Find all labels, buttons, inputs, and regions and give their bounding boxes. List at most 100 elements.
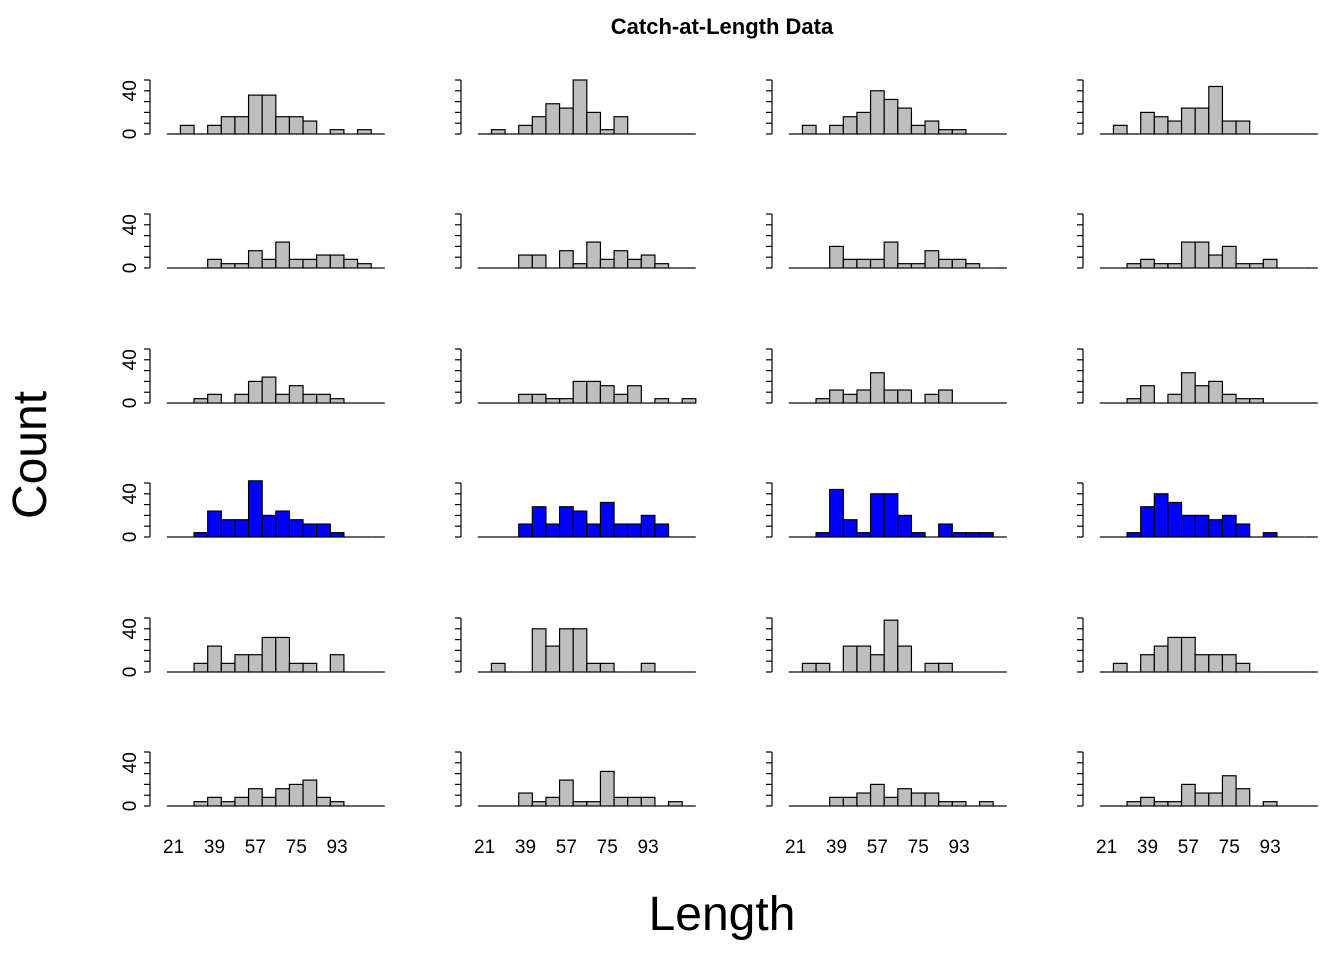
bar (654, 263, 670, 269)
bar (924, 792, 940, 807)
bar (640, 796, 656, 807)
bar (234, 263, 250, 269)
bar (1167, 120, 1183, 135)
bar (220, 801, 236, 807)
bar (1180, 514, 1196, 538)
x-tick-label: 75 (286, 837, 307, 858)
bar (951, 532, 967, 538)
bar (329, 801, 345, 807)
x-tick-label: 75 (1219, 837, 1240, 858)
bar (518, 792, 533, 807)
panel-r4-c2 (455, 482, 696, 538)
bar (869, 90, 885, 135)
bar (1140, 506, 1155, 538)
bar (316, 796, 331, 807)
bar (545, 523, 561, 538)
x-tick-label: 21 (163, 837, 184, 858)
bar (1235, 523, 1251, 538)
panel-r2-c3 (766, 213, 1007, 269)
bar (572, 79, 588, 135)
x-tick-label: 93 (638, 837, 659, 858)
bar (302, 662, 318, 673)
bar (518, 393, 533, 404)
bar (910, 124, 926, 135)
bar (316, 393, 331, 404)
bar (329, 254, 345, 269)
bar (897, 389, 913, 404)
bar (329, 532, 345, 538)
bar (640, 662, 656, 673)
bar (897, 107, 913, 135)
bar (586, 111, 602, 135)
bar (1153, 645, 1169, 673)
panel-r2-c2 (455, 213, 696, 269)
bar (1126, 263, 1142, 269)
x-tick-label: 21 (1096, 837, 1117, 858)
bar (1194, 241, 1210, 269)
x-tick-label: 93 (327, 837, 348, 858)
bar (1140, 111, 1155, 135)
bar (247, 380, 263, 404)
x-tick-label: 93 (1260, 837, 1281, 858)
bar (1208, 85, 1224, 135)
bar (869, 493, 885, 538)
bar (1167, 501, 1183, 538)
bar (545, 103, 561, 135)
bar (1180, 372, 1196, 404)
bar (247, 788, 263, 807)
bar (261, 376, 277, 404)
panel-r4-c4 (1077, 482, 1318, 538)
x-tick-label: 57 (1178, 837, 1199, 858)
bar (193, 532, 209, 538)
panel-r6-c4: 21 39 57 75 93 (1077, 751, 1318, 858)
bar (897, 514, 913, 538)
x-tick-label: 75 (597, 837, 618, 858)
bar (627, 523, 642, 538)
bar (842, 116, 858, 135)
bar (1208, 519, 1224, 538)
bar (599, 385, 615, 404)
bar (667, 801, 683, 807)
bar (261, 636, 277, 673)
bar (247, 250, 263, 269)
bar (842, 258, 858, 269)
bar (640, 254, 656, 269)
bar (1221, 775, 1237, 807)
bar (938, 801, 953, 807)
bar (681, 398, 697, 404)
bar (1167, 636, 1183, 673)
bar (545, 645, 561, 673)
bar (261, 258, 277, 269)
bar (869, 654, 885, 673)
bar (207, 645, 222, 673)
bar (586, 801, 602, 807)
bar (869, 783, 885, 807)
bar (965, 263, 981, 269)
y-tick-label: 40 (120, 214, 141, 235)
bar (275, 393, 291, 404)
bar (275, 241, 291, 269)
bar (829, 245, 844, 269)
bar (1221, 654, 1237, 673)
bar (490, 662, 506, 673)
bar (599, 258, 615, 269)
y-tick-label: 0 (120, 263, 141, 274)
bar (261, 514, 277, 538)
panel-r6-c2: 21 39 57 75 93 (455, 751, 696, 858)
bar (829, 796, 844, 807)
bar (1126, 398, 1142, 404)
bar (558, 779, 574, 807)
bar (1112, 662, 1128, 673)
bar (938, 662, 953, 673)
panel-r6-c3: 21 39 57 75 93 (766, 751, 1007, 858)
bar (1180, 107, 1196, 135)
bar (1262, 801, 1278, 807)
bar (1167, 263, 1183, 269)
bar (518, 523, 533, 538)
panel-r1-c4 (1077, 79, 1318, 135)
y-tick-label: 40 (120, 80, 141, 101)
bar (275, 788, 291, 807)
panel-r4-c1: 0 40 (120, 480, 385, 542)
